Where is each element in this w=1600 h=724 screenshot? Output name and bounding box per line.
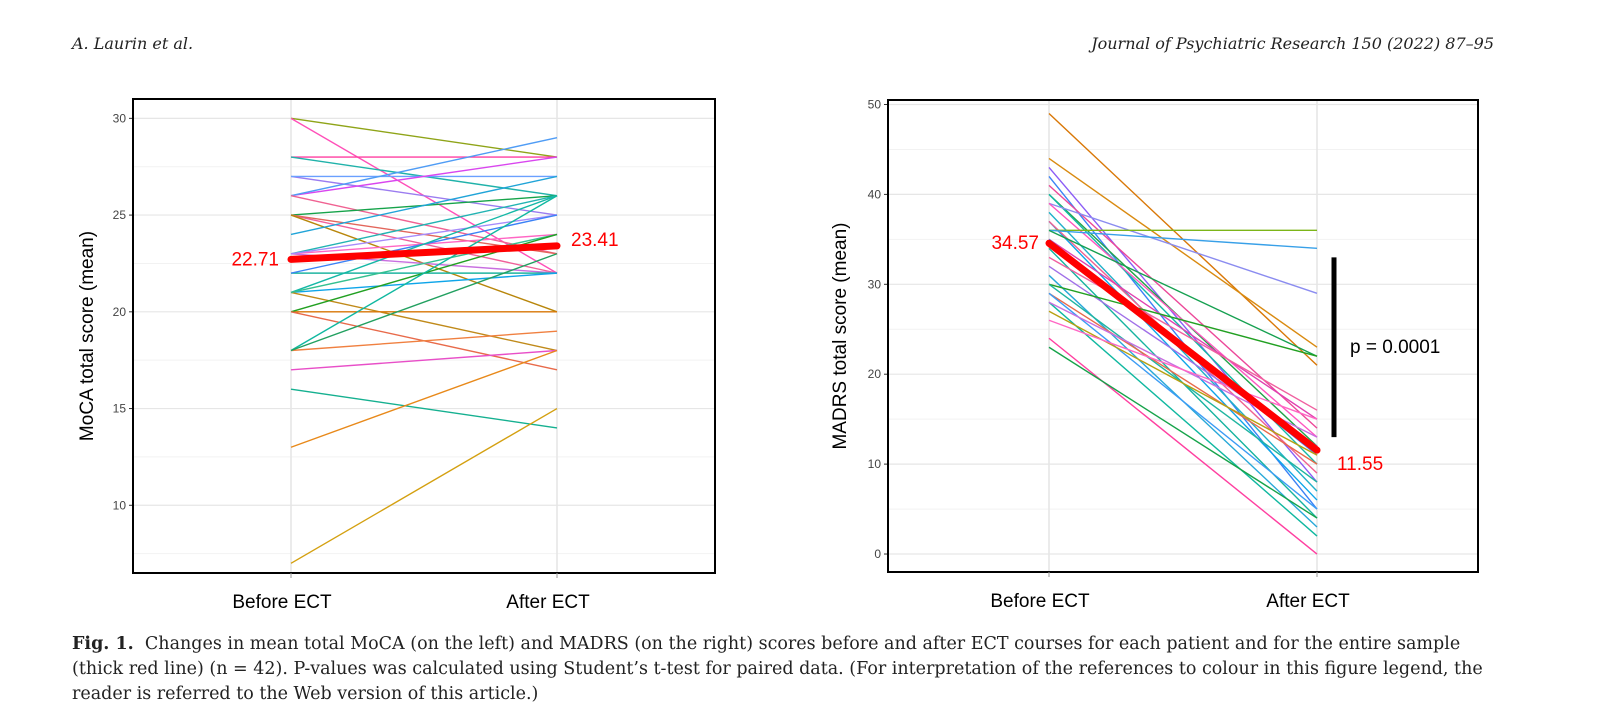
madrs-y-tick-label: 10 — [868, 457, 882, 471]
moca-panel: 10 15 20 25 30 22.71 23.41 Before ECT After ECT M… — [77, 98, 716, 613]
madrs-patient-line — [1048, 184, 1318, 429]
madrs-patient-line — [1048, 220, 1318, 501]
madrs-patient-line — [1048, 310, 1318, 456]
moca-y-tick-label: 10 — [113, 498, 127, 512]
madrs-mean-before-label: 34.57 — [991, 233, 1039, 254]
madrs-mean-after-label: 11.55 — [1337, 454, 1383, 475]
moca-patient-line — [290, 349, 558, 371]
moca-patient-line — [290, 195, 558, 255]
moca-mean-line — [287, 242, 561, 263]
running-header-authors: A. Laurin et al. — [72, 34, 194, 53]
moca-y-tick-label: 20 — [113, 305, 127, 319]
madrs-patient-line — [1048, 166, 1318, 483]
moca-patient-line — [290, 253, 558, 352]
madrs-patient-line — [1048, 238, 1318, 420]
madrs-patient-line — [1048, 292, 1318, 465]
moca-y-axis-title: MoCA total score (mean) — [77, 231, 98, 441]
madrs-plot-area — [888, 100, 1478, 572]
running-header-journal: Journal of Psychiatric Research 150 (202… — [1091, 34, 1494, 53]
moca-patient-line — [290, 330, 558, 352]
moca-x-category-label: Before ECT — [232, 592, 332, 613]
moca-mean-before-label: 22.71 — [231, 249, 279, 270]
moca-patient-line — [290, 291, 558, 352]
madrs-y-tick-label: 50 — [868, 97, 882, 111]
madrs-patient-line — [1048, 292, 1318, 510]
madrs-patient-line — [1048, 211, 1318, 492]
moca-y-tick-label: 25 — [113, 208, 127, 222]
moca-patient-line — [290, 175, 558, 216]
madrs-patient-line — [1048, 229, 1318, 357]
figure-panels: 10 15 20 25 30 22.71 23.41 Before ECT After ECT M… — [77, 97, 1479, 613]
moca-patient-line — [290, 195, 558, 294]
madrs-patient-line — [1048, 346, 1318, 519]
madrs-y-tick-label: 40 — [868, 187, 882, 201]
figure-caption: Fig. 1. Changes in mean total MoCA (on t… — [72, 632, 1502, 707]
madrs-patient-line — [1048, 202, 1318, 294]
madrs-plot-border — [887, 99, 1479, 573]
madrs-y-tick-label: 30 — [868, 277, 882, 291]
moca-patient-line — [290, 349, 558, 448]
madrs-panel: 0 10 20 30 40 50 34.57 11.55 p = 0.0001 Before EC… — [830, 97, 1479, 612]
figure-label: Fig. 1. — [72, 634, 134, 654]
madrs-patient-line — [1048, 283, 1318, 357]
madrs-patient-line — [1048, 256, 1318, 411]
moca-y-tick-label: 15 — [113, 402, 127, 416]
moca-patient-line — [290, 407, 558, 564]
madrs-x-category-label: Before ECT — [990, 591, 1090, 612]
moca-plot-border — [132, 98, 716, 574]
moca-patient-line — [290, 272, 558, 294]
madrs-p-value-label: p = 0.0001 — [1350, 337, 1440, 358]
figure-caption-text: Changes in mean total MoCA (on the left)… — [72, 634, 1483, 704]
madrs-patient-line — [1048, 301, 1318, 537]
madrs-y-tick-label: 0 — [874, 547, 881, 561]
madrs-patient-line — [1048, 157, 1318, 348]
moca-patient-line — [290, 117, 558, 158]
moca-patient-line — [290, 233, 558, 294]
moca-plot-area — [133, 99, 715, 573]
madrs-y-axis-title: MADRS total score (mean) — [830, 222, 851, 449]
moca-patient-line — [290, 388, 558, 429]
madrs-x-category-label: After ECT — [1266, 591, 1350, 612]
moca-x-category-label: After ECT — [506, 592, 590, 613]
moca-patient-line — [290, 175, 558, 236]
madrs-patient-line — [1048, 337, 1318, 555]
moca-y-tick-label: 30 — [113, 111, 127, 125]
moca-patient-line — [290, 195, 558, 352]
madrs-mean-line — [1045, 239, 1321, 454]
moca-mean-after-label: 23.41 — [571, 230, 619, 251]
madrs-y-tick-label: 20 — [868, 367, 882, 381]
moca-patient-line — [290, 137, 558, 197]
madrs-patient-line — [1048, 229, 1318, 250]
moca-patient-line — [290, 156, 558, 197]
madrs-patient-line — [1048, 319, 1318, 420]
